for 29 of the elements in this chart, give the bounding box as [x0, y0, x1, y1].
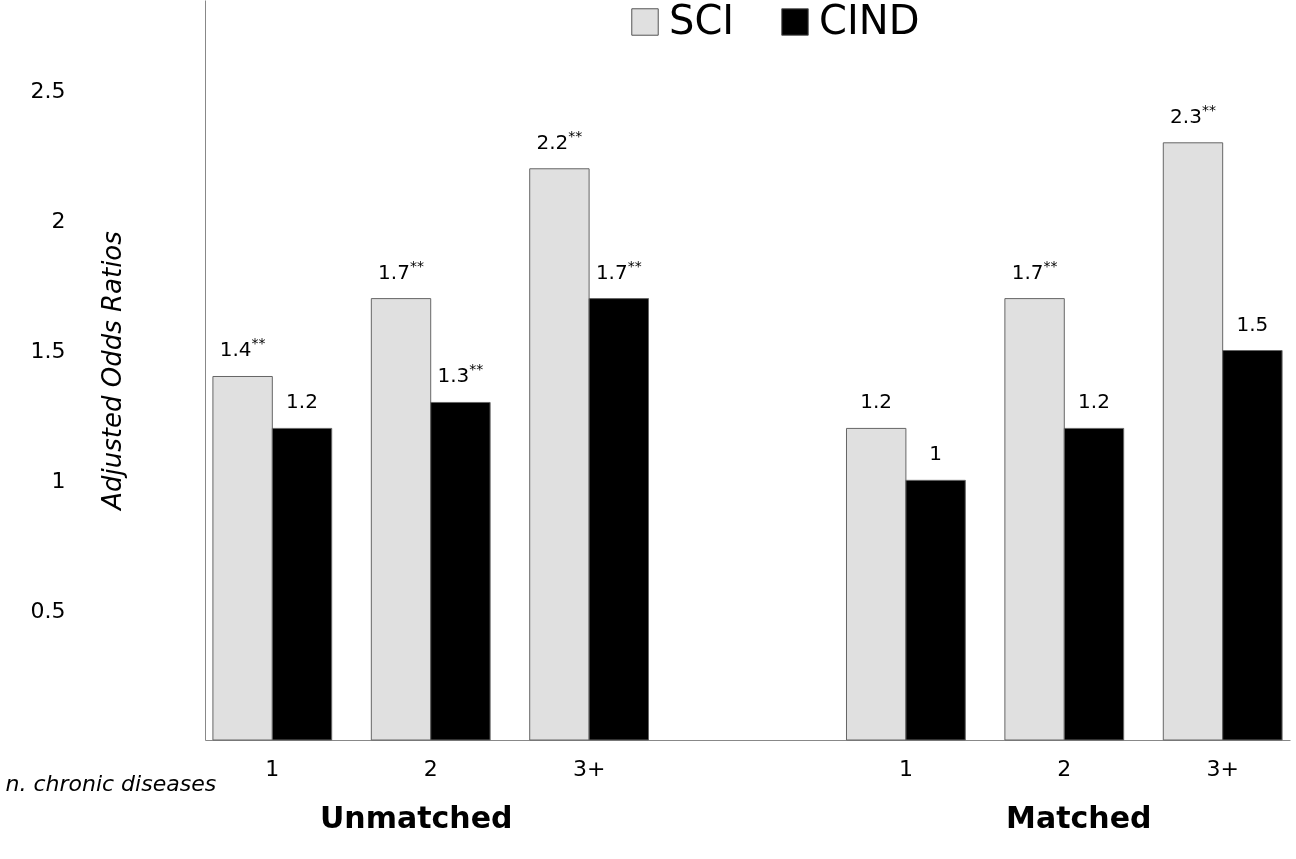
x-axis-title: n. chronic diseases	[5, 770, 217, 796]
x-tick-label: 3+	[572, 755, 606, 781]
text: Matched	[1006, 800, 1152, 835]
x-tick-label: 2	[423, 755, 438, 781]
y-tick-label: 0.5	[30, 597, 66, 623]
data-label: 1.2	[1078, 389, 1110, 414]
y-tick-label: 2	[51, 208, 66, 234]
y-tick-label: 1	[51, 467, 66, 493]
data-label: 1.2	[860, 389, 893, 414]
data-label: 2.3$^{**}$	[1170, 101, 1216, 128]
y-axis-title: Adjusted Odds Ratios	[96, 231, 127, 512]
data-label: 1.7$^{**}$	[1011, 257, 1058, 284]
data-label: 1.3$^{**}$	[437, 361, 484, 388]
x-tick-label: 2	[1057, 755, 1072, 781]
y-tick-label: 1.5	[30, 338, 66, 364]
y-tick-label: 2.5	[30, 78, 66, 104]
x-tick-label: 1	[265, 755, 280, 781]
legend-label: CIND	[819, 0, 920, 43]
data-label: 1	[929, 441, 942, 466]
data-label: 2.2$^{**}$	[536, 127, 583, 154]
legend-label: SCI	[669, 0, 735, 43]
data-label: 1.5	[1236, 311, 1269, 336]
data-label: 1.2	[286, 389, 318, 414]
data-label: 1.7$^{**}$	[595, 257, 642, 284]
data-label: 1.4$^{**}$	[219, 335, 266, 362]
text: Unmatched	[319, 800, 513, 835]
x-tick-label: 1	[898, 755, 913, 781]
data-label: 1.7$^{**}$	[378, 257, 424, 284]
x-tick-label: 3+	[1206, 755, 1239, 781]
